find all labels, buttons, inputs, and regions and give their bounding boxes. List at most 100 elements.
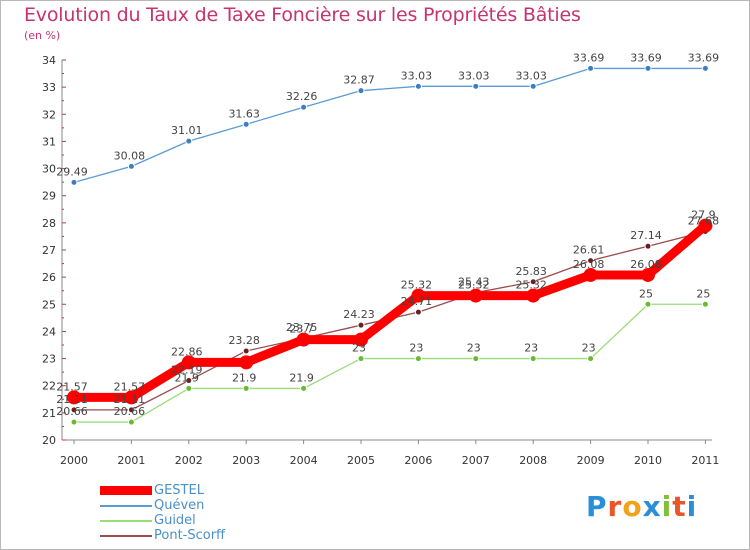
data-label-qu-ven: 31.63: [228, 107, 260, 120]
x-tick-label: 2006: [404, 454, 432, 467]
data-point-qu-ven: [300, 103, 308, 111]
data-point-qu-ven: [587, 64, 595, 72]
x-tick-label: 2001: [117, 454, 145, 467]
chart-legend: GESTEL Quéven Guidel Pont-Scorff: [100, 483, 225, 543]
data-label-gestel: 25.32: [515, 279, 547, 292]
data-label-gestel: 26.08: [573, 258, 605, 271]
x-tick-label: 2007: [462, 454, 490, 467]
data-label-pont-scorff: 23.75: [286, 321, 318, 334]
data-point-guidel: [127, 418, 135, 426]
data-point-guidel: [414, 355, 422, 363]
data-point-qu-ven: [127, 162, 135, 170]
data-label-qu-ven: 29.49: [56, 165, 88, 178]
legend-item-qu-ven: Quéven: [100, 498, 225, 513]
data-label-pont-scorff: 22.19: [171, 364, 203, 377]
data-point-qu-ven: [529, 82, 537, 90]
logo-letter: P: [586, 490, 608, 523]
data-point-gestel: [239, 355, 254, 370]
logo-letter: i: [661, 490, 673, 523]
y-tick-label: 34: [42, 54, 56, 67]
data-label-qu-ven: 33.03: [401, 69, 433, 82]
y-tick-label: 23: [42, 353, 56, 366]
data-label-qu-ven: 33.69: [573, 51, 605, 64]
x-tick-label: 2004: [290, 454, 318, 467]
data-label-guidel: 20.66: [114, 405, 146, 418]
y-tick-label: 27: [42, 244, 56, 257]
data-label-pont-scorff: 21.11: [56, 393, 88, 406]
x-tick-label: 2005: [347, 454, 375, 467]
legend-swatch-gestel: [100, 486, 152, 495]
logo-letter: x: [642, 490, 662, 523]
legend-swatch-guidel: [100, 519, 152, 522]
logo-letter: r: [607, 490, 623, 523]
data-point-gestel: [468, 288, 483, 303]
y-tick-label: 28: [42, 217, 56, 230]
x-tick-label: 2008: [519, 454, 547, 467]
legend-label-pont-scorff: Pont-Scorff: [154, 528, 226, 543]
data-label-guidel: 20.66: [56, 405, 88, 418]
data-point-qu-ven: [185, 137, 193, 145]
data-point-gestel: [583, 267, 598, 282]
legend-label-gestel: GESTEL: [154, 483, 204, 498]
data-label-pont-scorff: 21.11: [114, 393, 146, 406]
data-label-pont-scorff: 26.61: [573, 244, 605, 257]
data-label-qu-ven: 33.03: [515, 69, 547, 82]
data-label-guidel: 23: [524, 342, 538, 355]
data-point-pont-scorff: [587, 257, 595, 265]
data-label-gestel: 26.08: [630, 258, 662, 271]
data-point-guidel: [587, 355, 595, 363]
data-point-guidel: [529, 355, 537, 363]
data-point-pont-scorff: [185, 377, 193, 385]
data-point-pont-scorff: [242, 347, 250, 355]
data-label-guidel: 23: [409, 342, 423, 355]
data-label-guidel: 23: [582, 342, 596, 355]
data-point-gestel: [124, 390, 139, 405]
y-tick-label: 32: [42, 108, 56, 121]
data-label-pont-scorff: 25.83: [515, 265, 547, 278]
data-label-qu-ven: 33.03: [458, 69, 490, 82]
data-point-qu-ven: [644, 64, 652, 72]
data-label-pont-scorff: 27.14: [630, 229, 662, 242]
data-point-guidel: [357, 355, 365, 363]
x-tick-label: 2011: [691, 454, 719, 467]
y-tick-label: 26: [42, 271, 56, 284]
data-point-qu-ven: [242, 120, 250, 128]
legend-item-guidel: Guidel: [100, 513, 225, 528]
y-tick-label: 31: [42, 135, 56, 148]
data-label-guidel: 23: [352, 342, 366, 355]
data-point-gestel: [354, 332, 368, 347]
y-tick-label: 21: [42, 407, 56, 420]
data-label-guidel: 23: [467, 342, 481, 355]
data-point-guidel: [644, 300, 652, 308]
data-point-gestel: [641, 267, 655, 282]
data-label-pont-scorff: 24.23: [343, 308, 375, 321]
data-point-pont-scorff: [70, 406, 78, 414]
logo-letter: t: [672, 490, 687, 523]
y-tick-label: 22: [42, 380, 56, 393]
data-label-gestel: 27.9: [691, 209, 716, 222]
data-point-guidel: [242, 384, 250, 392]
data-label-gestel: 21.57: [114, 380, 146, 393]
data-label-qu-ven: 32.87: [343, 74, 375, 87]
data-point-guidel: [701, 300, 709, 308]
x-tick-label: 2009: [577, 454, 605, 467]
legend-swatch-pont-scorff: [100, 534, 152, 537]
data-label-pont-scorff: 24.71: [401, 295, 433, 308]
data-point-pont-scorff: [357, 321, 365, 329]
data-point-gestel: [411, 288, 426, 303]
y-tick-label: 30: [42, 163, 56, 176]
y-tick-label: 24: [42, 325, 56, 338]
logo-letter: i: [686, 490, 698, 523]
data-label-gestel: 25.32: [401, 279, 433, 292]
data-label-guidel: 21.9: [175, 371, 200, 384]
data-point-pont-scorff: [127, 406, 135, 414]
y-tick-label: 33: [42, 81, 56, 94]
proxiti-logo: Proxiti: [586, 490, 697, 523]
data-point-qu-ven: [414, 82, 422, 90]
data-point-pont-scorff: [644, 242, 652, 250]
legend-label-qu-ven: Quéven: [154, 498, 205, 513]
x-tick-label: 2002: [175, 454, 203, 467]
data-label-guidel: 25: [696, 287, 710, 300]
y-tick-label: 20: [42, 434, 56, 447]
y-tick-label: 25: [42, 298, 56, 311]
